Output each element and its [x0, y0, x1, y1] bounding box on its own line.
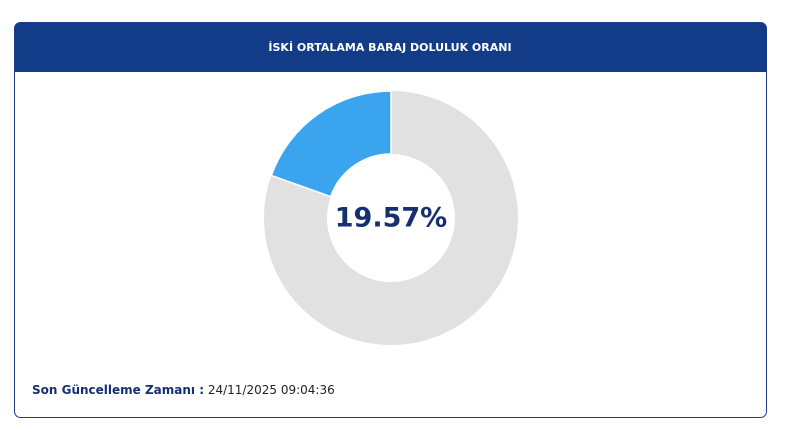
footer: Son Güncelleme Zamanı : 24/11/2025 09:04…: [32, 383, 335, 397]
donut-segment: [270, 90, 392, 198]
footer-label: Son Güncelleme Zamanı :: [32, 383, 204, 397]
footer-value: 24/11/2025 09:04:36: [208, 383, 335, 397]
card-header: [14, 22, 767, 72]
donut: [264, 90, 518, 345]
value-label: 19.57%: [335, 203, 447, 234]
chart-title: İSKİ ORTALAMA BARAJ DOLULUK ORANI: [268, 40, 511, 54]
